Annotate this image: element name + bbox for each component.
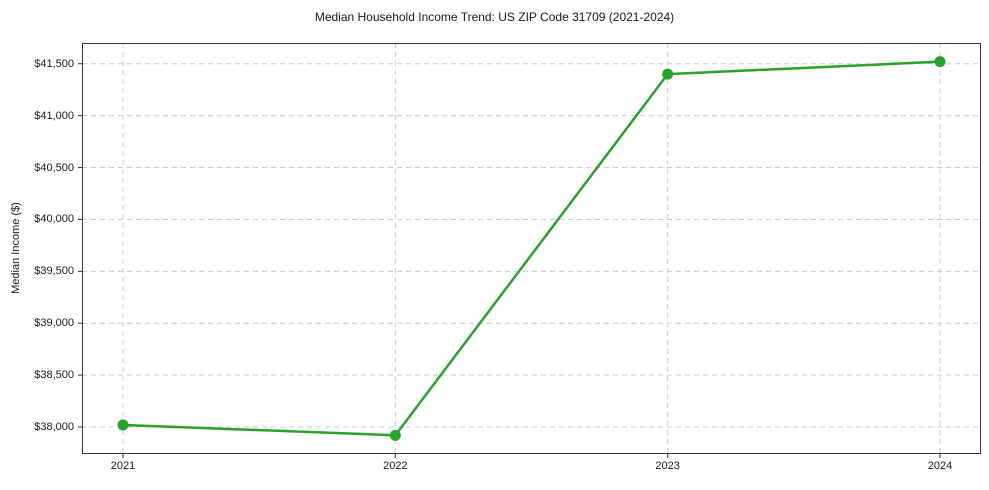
x-tick-label: 2022 (383, 460, 408, 472)
plot-area (78, 43, 981, 458)
x-tick-label: 2024 (927, 460, 953, 472)
plot-border (82, 43, 981, 454)
chart-title: Median Household Income Trend: US ZIP Co… (314, 10, 675, 24)
y-tick-label: $40,000 (34, 213, 74, 226)
y-tick-label: $39,500 (34, 265, 74, 278)
y-tick-label: $41,000 (34, 109, 74, 122)
x-tick-label: 2023 (655, 460, 680, 472)
y-tick-label: $38,000 (34, 421, 74, 433)
data-point-2024 (934, 56, 946, 68)
data-point-2023 (662, 68, 674, 80)
y-tick-label: $39,000 (34, 317, 74, 330)
line-chart-svg (78, 43, 981, 458)
y-tick-label: $38,500 (34, 369, 74, 382)
x-tick-label: 2021 (110, 460, 136, 472)
data-point-2021 (117, 419, 129, 431)
y-tick-label: $40,500 (34, 161, 74, 174)
trend-line (121, 60, 942, 437)
y-tick-label: $41,500 (34, 57, 74, 70)
data-point-2022 (389, 429, 401, 441)
